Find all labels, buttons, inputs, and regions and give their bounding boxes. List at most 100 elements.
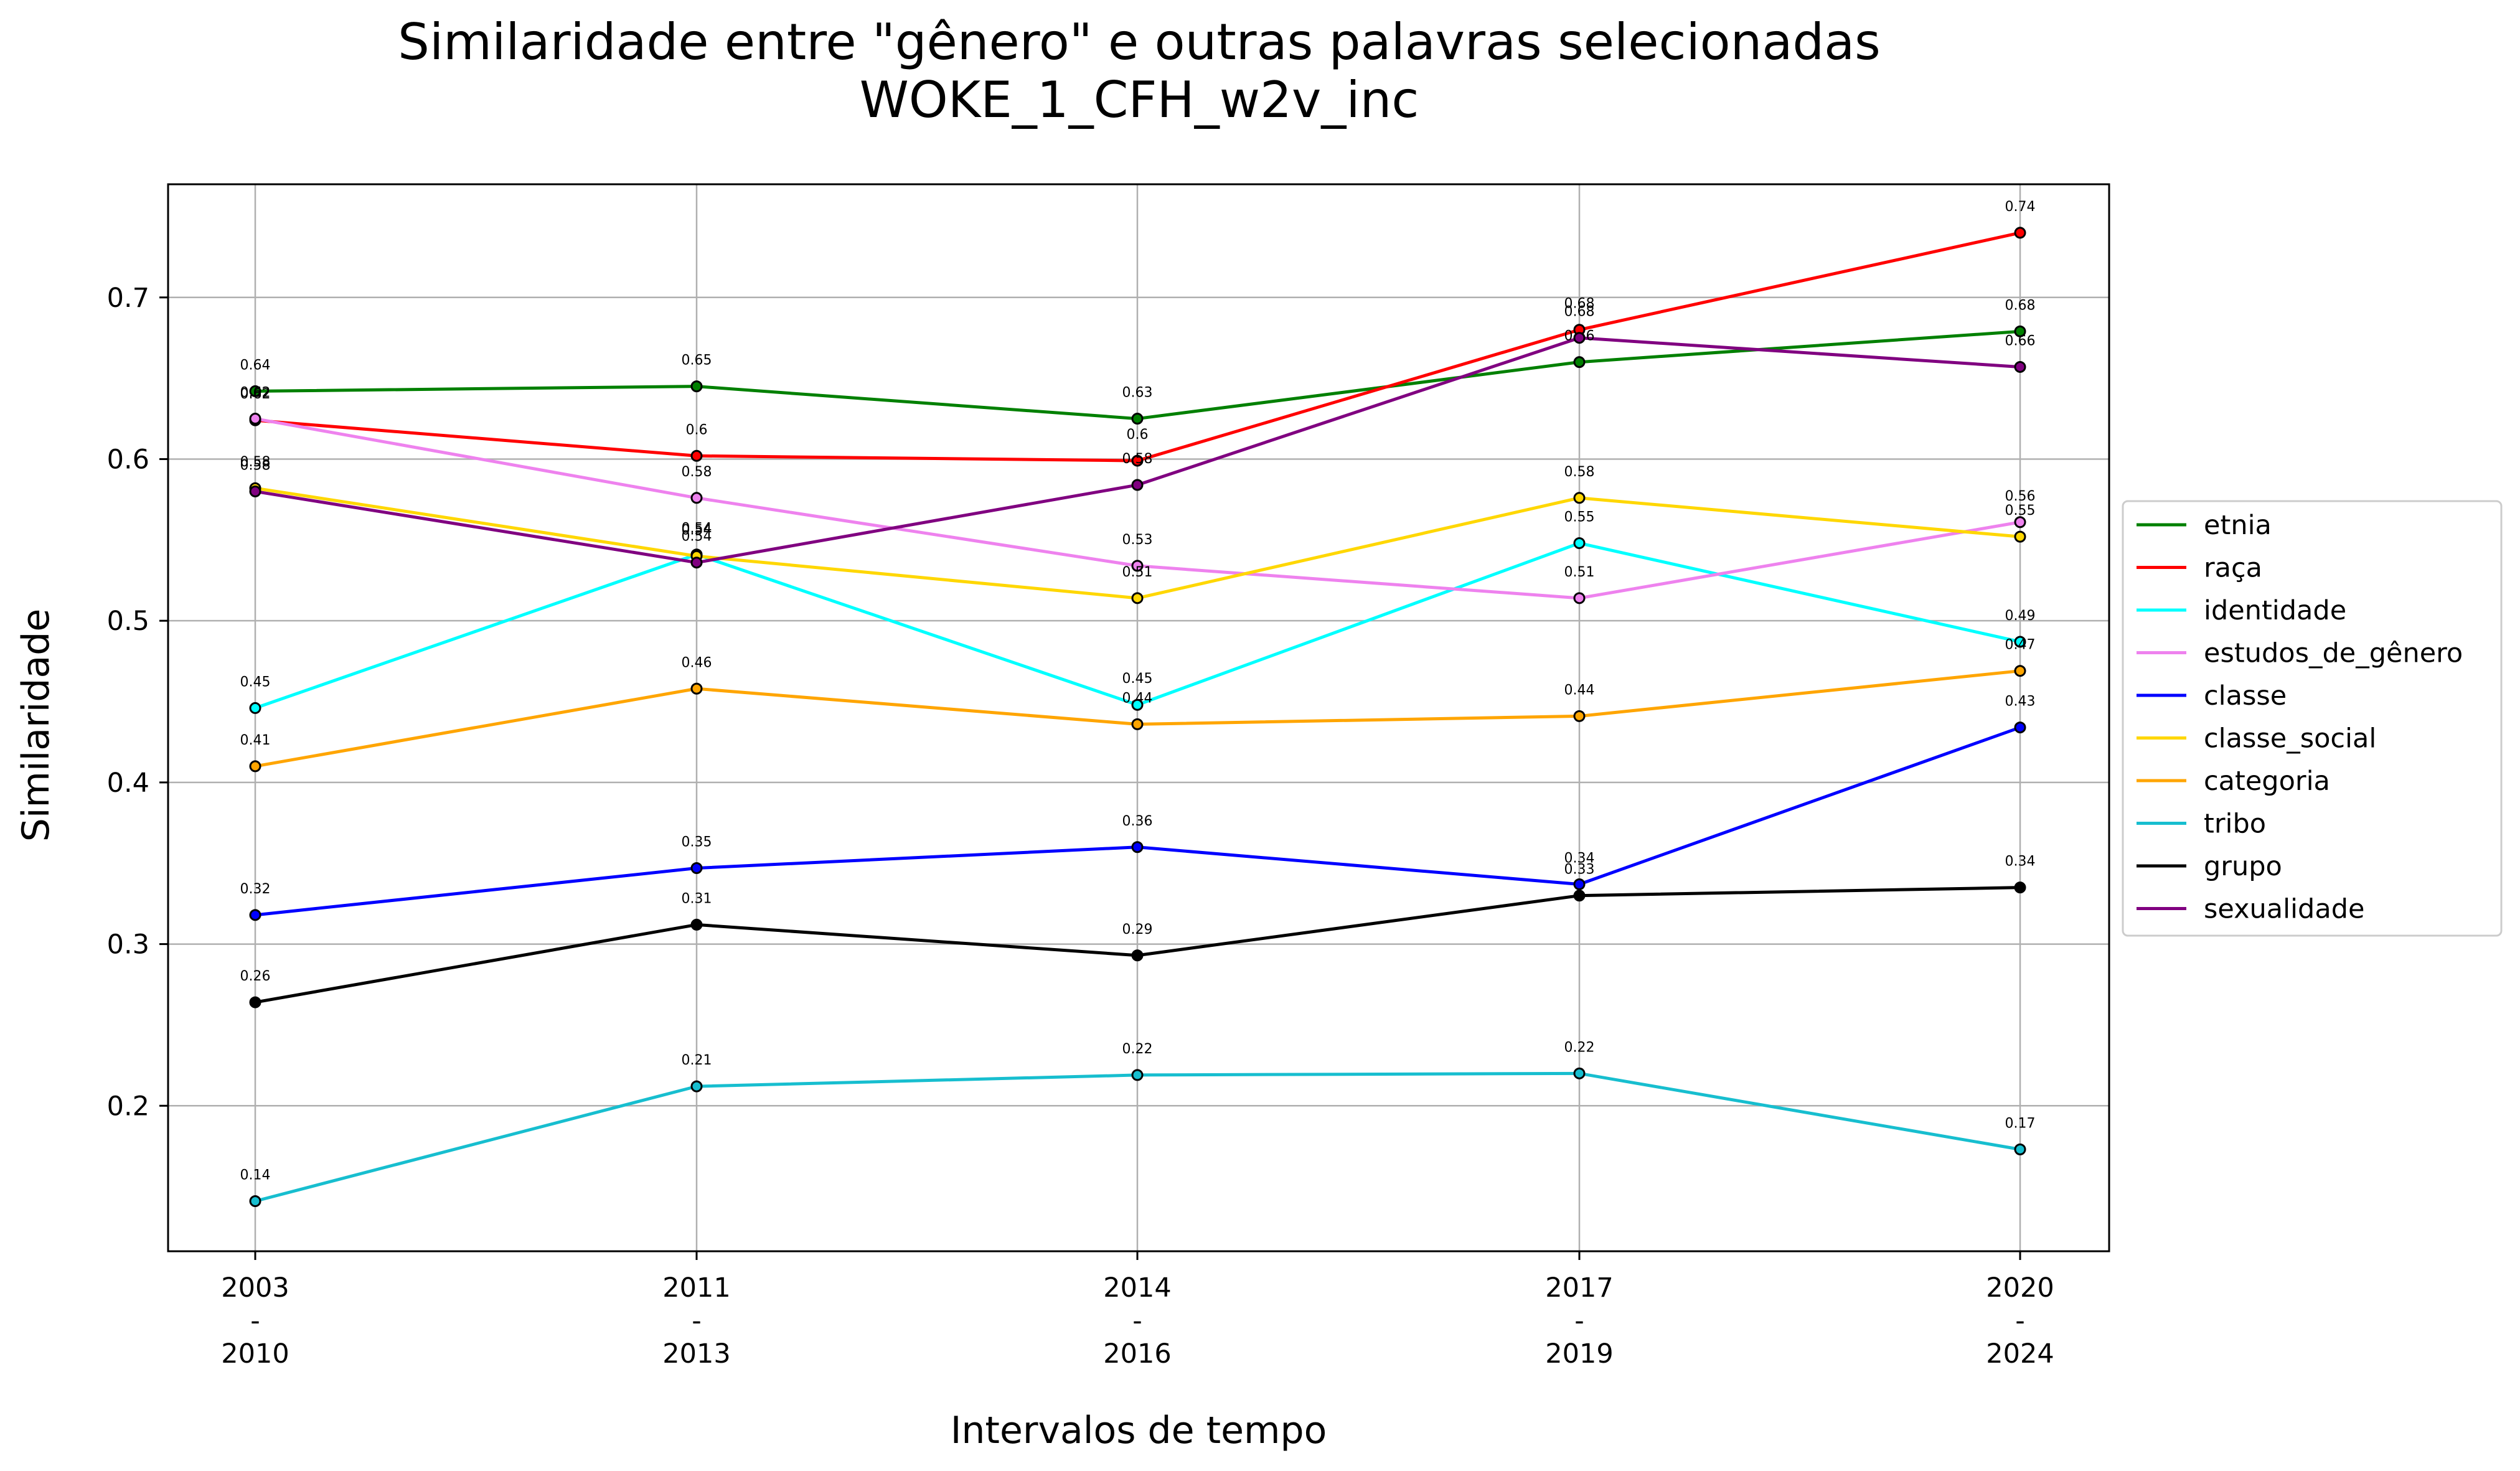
- data-label: 0.51: [1122, 565, 1153, 580]
- axes-frame: [167, 183, 2110, 1252]
- data-label: 0.22: [1564, 1040, 1595, 1055]
- data-point: [1573, 1067, 1586, 1079]
- data-point: [690, 557, 703, 569]
- data-point: [1573, 890, 1586, 902]
- data-point: [690, 862, 703, 875]
- data-label: 0.45: [240, 674, 271, 690]
- data-label: 0.49: [2005, 608, 2036, 624]
- y-tick-label: 0.2: [107, 1091, 149, 1122]
- x-tick-label: -: [2015, 1305, 2025, 1337]
- data-point: [1573, 356, 1586, 369]
- data-point: [1573, 332, 1586, 344]
- legend-label-sexualidade: sexualidade: [2204, 894, 2364, 925]
- data-label: 0.56: [2005, 489, 2036, 504]
- data-label: 0.58: [240, 454, 271, 470]
- y-tick-label: 0.4: [107, 768, 149, 799]
- data-point: [249, 1195, 261, 1207]
- data-label: 0.21: [682, 1053, 712, 1068]
- x-tick-label: 2019: [1545, 1338, 1613, 1370]
- data-label: 0.46: [682, 655, 712, 670]
- x-tick-label: 2014: [1103, 1272, 1171, 1304]
- legend: etnia raça identidade estudos_de_gêneroclas…: [2122, 500, 2503, 937]
- data-label: 0.58: [1122, 451, 1153, 467]
- data-label: 0.14: [240, 1167, 271, 1183]
- data-point: [2014, 721, 2026, 734]
- chart-subtitle: WOKE_1_CFH_w2v_inc: [860, 71, 1419, 129]
- data-point: [249, 996, 261, 1008]
- data-point: [1131, 454, 1144, 467]
- chart-title: Similaridade entre "gênero" e outras pal…: [398, 13, 1881, 71]
- x-tick-label: 2013: [662, 1338, 730, 1370]
- data-label: 0.65: [682, 353, 712, 369]
- data-point: [2014, 530, 2026, 543]
- data-label: 0.33: [1564, 862, 1595, 878]
- x-tick-label: 2010: [221, 1338, 289, 1370]
- y-tick-label: 0.3: [107, 929, 149, 961]
- data-label: 0.22: [1122, 1041, 1153, 1057]
- data-label: 0.17: [2005, 1116, 2036, 1131]
- data-point: [2014, 325, 2026, 337]
- data-point: [249, 702, 261, 714]
- data-point: [1573, 492, 1586, 504]
- data-point: [690, 682, 703, 695]
- legend-label-etnia: etnia: [2204, 510, 2272, 541]
- data-label: 0.58: [682, 464, 712, 480]
- data-point: [1573, 592, 1586, 604]
- y-tick-label: 0.6: [107, 444, 149, 475]
- data-label: 0.34: [2005, 854, 2036, 870]
- x-tick-label: 2016: [1103, 1338, 1171, 1370]
- data-label: 0.32: [240, 881, 271, 897]
- y-tick-label: 0.5: [107, 606, 149, 637]
- data-point: [1131, 479, 1144, 491]
- data-point: [2014, 881, 2026, 894]
- legend-label-categoria: categoria: [2204, 766, 2330, 797]
- data-label: 0.54: [682, 529, 712, 545]
- x-tick-label: 2020: [1986, 1272, 2054, 1304]
- data-point: [1131, 718, 1144, 730]
- data-label: 0.58: [1564, 464, 1595, 480]
- data-label: 0.44: [1122, 690, 1153, 706]
- data-label: 0.47: [2005, 637, 2036, 653]
- data-label: 0.29: [1122, 922, 1153, 938]
- legend-label-identidade: identidade: [2204, 595, 2346, 626]
- data-point: [2014, 1143, 2026, 1155]
- data-point: [2014, 360, 2026, 373]
- data-label: 0.68: [1564, 304, 1595, 320]
- legend-label-classe: classe: [2204, 680, 2287, 712]
- data-label: 0.6: [1127, 427, 1149, 443]
- x-tick-label: -: [1574, 1305, 1584, 1337]
- data-point: [2014, 665, 2026, 677]
- data-label: 0.34: [1564, 850, 1595, 866]
- data-label: 0.62: [240, 385, 271, 401]
- data-label: 0.66: [2005, 333, 2036, 349]
- data-label: 0.64: [240, 357, 271, 373]
- x-tick-label: -: [692, 1305, 702, 1337]
- data-point: [249, 485, 261, 497]
- data-label: 0.74: [2005, 199, 2036, 215]
- legend-label-classe_social: classe_social: [2204, 723, 2376, 754]
- data-point: [1573, 537, 1586, 550]
- data-label: 0.53: [1122, 532, 1153, 548]
- data-point: [690, 449, 703, 462]
- x-tick-label: 2003: [221, 1272, 289, 1304]
- y-axis-label: Similaridade: [14, 609, 58, 842]
- data-point: [1573, 878, 1586, 890]
- legend-label-estudos_de_gênero: estudos_de_gênero: [2204, 638, 2463, 669]
- data-point: [1131, 560, 1144, 572]
- data-point: [2014, 516, 2026, 529]
- data-point: [249, 909, 261, 921]
- x-tick-label: 2024: [1986, 1338, 2054, 1370]
- data-label: 0.31: [682, 891, 712, 906]
- data-point: [1131, 413, 1144, 425]
- legend-label-tribo: tribo: [2204, 809, 2266, 840]
- data-point: [249, 760, 261, 773]
- data-point: [2014, 227, 2026, 239]
- data-label: 0.45: [1122, 671, 1153, 687]
- data-label: 0.62: [240, 387, 271, 402]
- legend-box: [2122, 500, 2503, 937]
- data-point: [690, 380, 703, 393]
- data-point: [1131, 1069, 1144, 1081]
- legend-label-raça: raça: [2204, 553, 2262, 584]
- data-point: [2014, 636, 2026, 648]
